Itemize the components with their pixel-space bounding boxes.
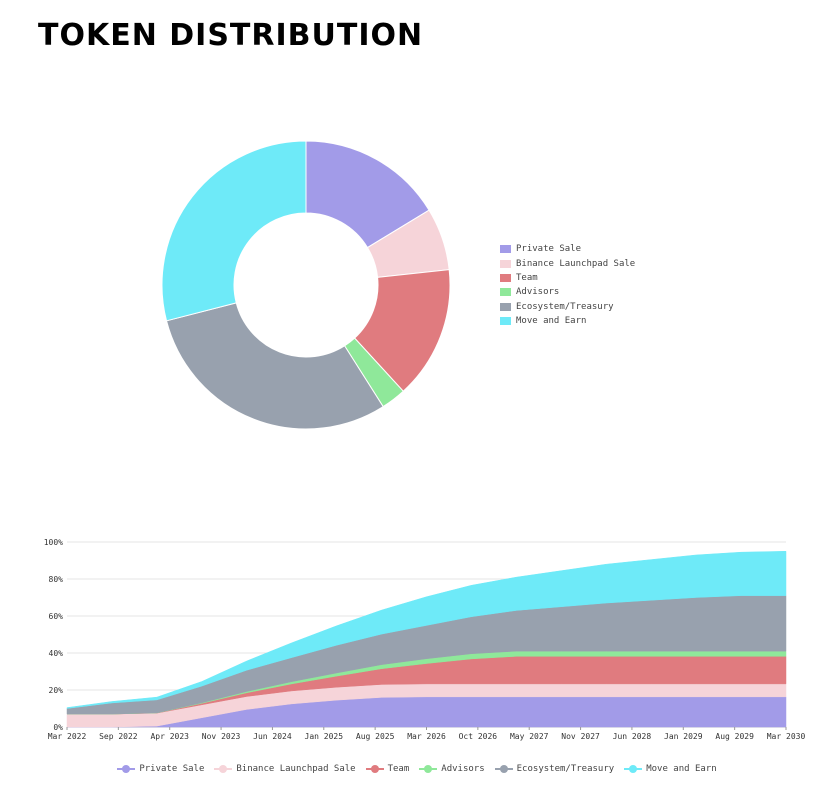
x-tick-label: Jan 2025 (305, 732, 344, 741)
x-tick-label: Mar 2030 (767, 732, 806, 741)
legend-swatch (500, 317, 511, 326)
y-tick-label: 0% (53, 723, 63, 732)
x-tick-label: Nov 2027 (561, 732, 600, 741)
legend-marker (494, 764, 513, 774)
y-tick-label: 80% (49, 575, 64, 584)
legend-item-ecosystem-treasury[interactable]: Ecosystem/Treasury (494, 764, 615, 774)
legend-item-advisors[interactable]: Advisors (419, 764, 485, 774)
x-tick-label: Jan 2029 (664, 732, 703, 741)
legend-label: Team (387, 764, 410, 774)
y-tick-label: 20% (49, 686, 64, 695)
x-tick-label: Jun 2024 (253, 732, 292, 741)
legend-swatch (500, 245, 511, 254)
donut-slice-move-and-earn[interactable] (161, 140, 307, 322)
legend-label: Binance Launchpad Sale (236, 764, 356, 774)
legend-item-advisors[interactable]: Advisors (500, 285, 635, 299)
legend-marker (419, 764, 438, 774)
x-tick-label: Oct 2026 (459, 732, 498, 741)
legend-item-ecosystem-treasury[interactable]: Ecosystem/Treasury (500, 300, 635, 314)
legend-swatch (500, 273, 511, 282)
legend-label: Move and Earn (646, 764, 717, 774)
y-tick-label: 100% (44, 538, 63, 547)
x-tick-label: Mar 2026 (407, 732, 446, 741)
x-tick-label: May 2027 (510, 732, 549, 741)
donut-chart (161, 140, 451, 430)
x-tick-label: Apr 2023 (150, 732, 189, 741)
y-tick-label: 40% (49, 649, 64, 658)
legend-item-move-and-earn[interactable]: Move and Earn (500, 314, 635, 328)
legend-marker (624, 764, 643, 774)
legend-item-private-sale[interactable]: Private Sale (117, 764, 204, 774)
legend-swatch (500, 259, 511, 268)
legend-label: Ecosystem/Treasury (516, 764, 615, 774)
x-tick-label: Sep 2022 (99, 732, 138, 741)
legend-item-team[interactable]: Team (500, 271, 635, 285)
legend-item-binance-launchpad-sale[interactable]: Binance Launchpad Sale (500, 256, 635, 270)
x-tick-label: Aug 2025 (356, 732, 395, 741)
legend-swatch (500, 288, 511, 297)
x-tick-label: Nov 2023 (202, 732, 241, 741)
legend-label: Move and Earn (516, 316, 587, 327)
legend-marker (365, 764, 384, 774)
legend-swatch (500, 302, 511, 311)
legend-item-move-and-earn[interactable]: Move and Earn (624, 764, 717, 774)
legend-label: Advisors (441, 764, 485, 774)
x-tick-label: Aug 2029 (715, 732, 754, 741)
area-legend: Private Sale Binance Launchpad Sale Team Ad… (0, 764, 834, 774)
legend-label: Private Sale (516, 244, 582, 255)
page-title: TOKEN DISTRIBUTION (38, 18, 424, 53)
legend-marker (117, 764, 136, 774)
area-series-move-and-earn[interactable] (66, 550, 787, 709)
legend-item-binance-launchpad-sale[interactable]: Binance Launchpad Sale (214, 764, 356, 774)
x-tick-label: Jun 2028 (613, 732, 652, 741)
legend-item-team[interactable]: Team (365, 764, 410, 774)
x-tick-label: Mar 2022 (48, 732, 87, 741)
y-tick-label: 60% (49, 612, 64, 621)
donut-legend: Private Sale Binance Launchpad Sale Team Ad… (500, 242, 635, 328)
legend-label: Ecosystem/Treasury (516, 301, 614, 312)
legend-item-private-sale[interactable]: Private Sale (500, 242, 635, 256)
legend-label: Binance Launchpad Sale (516, 258, 636, 269)
donut-slice-ecosystem-treasury[interactable] (165, 302, 384, 430)
legend-label: Team (516, 272, 538, 283)
legend-label: Advisors (516, 287, 560, 298)
legend-label: Private Sale (139, 764, 205, 774)
legend-marker (214, 764, 233, 774)
